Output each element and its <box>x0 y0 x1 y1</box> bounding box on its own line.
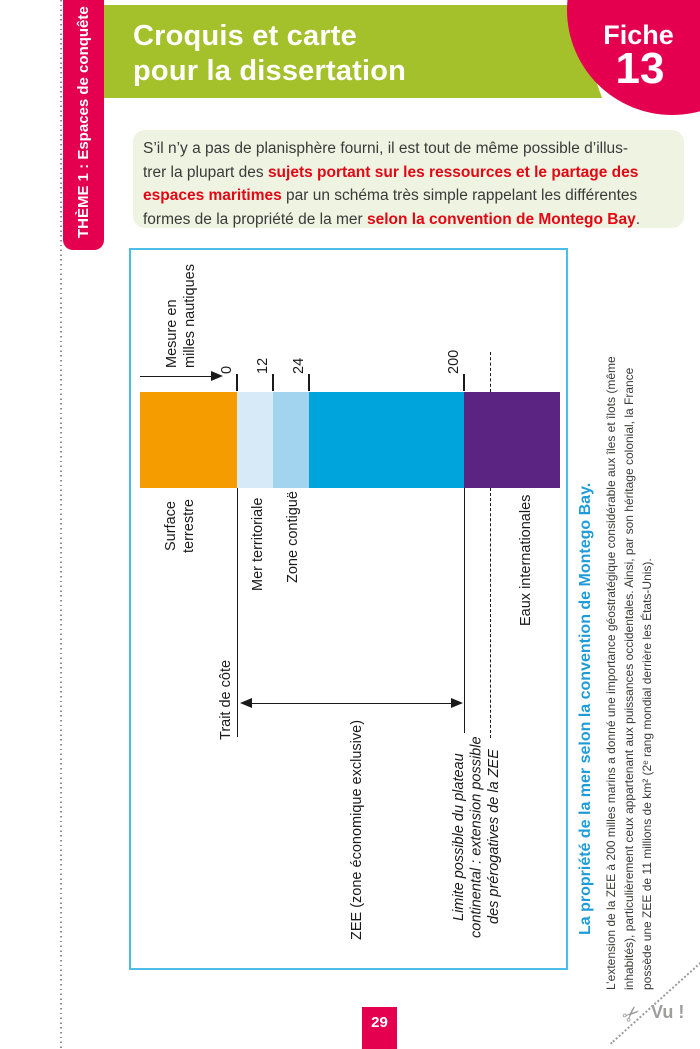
intro-line-4: formes de la propriété de la mer selon l… <box>143 210 641 228</box>
tick-0 <box>236 374 238 391</box>
diagram-caption-line3: possède une ZEE de 11 millions de km² (2… <box>640 558 654 990</box>
zone-bar-eez <box>309 392 464 488</box>
diagram-caption-line2: inhabités), particulièrement ceux appart… <box>622 367 636 990</box>
shelf-limit-dashed-top <box>490 352 491 392</box>
eez-span-arrow <box>247 703 452 704</box>
tick-24 <box>308 374 310 391</box>
zone-label-contiguous: Zone contiguë <box>285 491 301 583</box>
theme-strip <box>63 0 104 250</box>
eez-span-arrowhead-right-icon <box>451 698 463 708</box>
zone-bar-land <box>140 392 237 488</box>
theme-strip-label: THÈME 1 : Espaces de conquête <box>75 6 92 238</box>
eez-limit-line <box>463 488 465 733</box>
page-title-line2: pour la dissertation <box>133 55 407 87</box>
intro-line-1: S’il n’y a pas de planisphère fourni, il… <box>143 140 629 157</box>
scale-arrow <box>140 376 212 377</box>
tick-12 <box>272 374 274 391</box>
page-title: Croquis et carte pour la dissertation <box>133 19 613 89</box>
diagram-frame <box>129 248 568 970</box>
perforation-line-vertical <box>60 0 62 1049</box>
zone-bar-contiguous <box>273 392 309 488</box>
highlighted-text: selon la convention de Montego Bay <box>367 210 636 228</box>
eez-span-arrowhead-left-icon <box>240 698 252 708</box>
highlighted-text: espaces maritimes <box>143 187 282 204</box>
tick-label-12: 12 <box>255 357 271 374</box>
shelf-limit-label: Limite possible du plateau continental :… <box>451 736 502 938</box>
zone-bar-international <box>464 392 560 488</box>
page-title-line1: Croquis et carte <box>133 20 357 52</box>
scale-label: Mesure en milles nautiques <box>164 264 198 368</box>
intro-box <box>133 130 684 228</box>
intro-line-2: trer la plupart des sujets portant sur l… <box>143 163 639 181</box>
page-number-badge: 29 <box>362 1007 397 1049</box>
zone-label-international: Eaux internationales <box>518 494 534 626</box>
fiche-badge-label: Fiche <box>603 20 674 50</box>
tick-label-0: 0 <box>219 365 235 374</box>
zone-label-land: Surface terrestre <box>163 499 197 553</box>
tick-200 <box>463 374 465 391</box>
diagram-caption-title: La propriété de la mer selon la conventi… <box>577 482 594 935</box>
highlighted-text: sujets portant sur les ressources et le … <box>267 163 639 181</box>
shelf-limit-dashed-bottom <box>490 488 491 738</box>
diagram-caption-line1: L’extension de la ZEE à 200 milles marin… <box>604 356 618 990</box>
intro-line-3: espaces maritimes par un schéma très sim… <box>143 187 638 204</box>
zone-bar-territorial <box>237 392 273 488</box>
coastline-line <box>236 488 238 737</box>
tick-label-200: 200 <box>446 349 462 374</box>
scale-arrow-head-icon <box>211 371 223 381</box>
scissors-icon: ✂ <box>617 1000 647 1029</box>
zone-label-territorial: Mer territoriale <box>250 497 266 591</box>
fiche-badge-number: 13 <box>615 44 665 93</box>
zone-label-eez: ZEE (zone économique exclusive) <box>349 719 365 941</box>
coastline-label: Trait de côte <box>218 659 234 740</box>
header-band <box>100 5 602 98</box>
vu-corner-mark: Vu ! <box>651 1002 685 1022</box>
tick-label-24: 24 <box>291 357 307 374</box>
intro-paragraph: S’il n’y a pas de planisphère fourni, il… <box>143 137 678 231</box>
